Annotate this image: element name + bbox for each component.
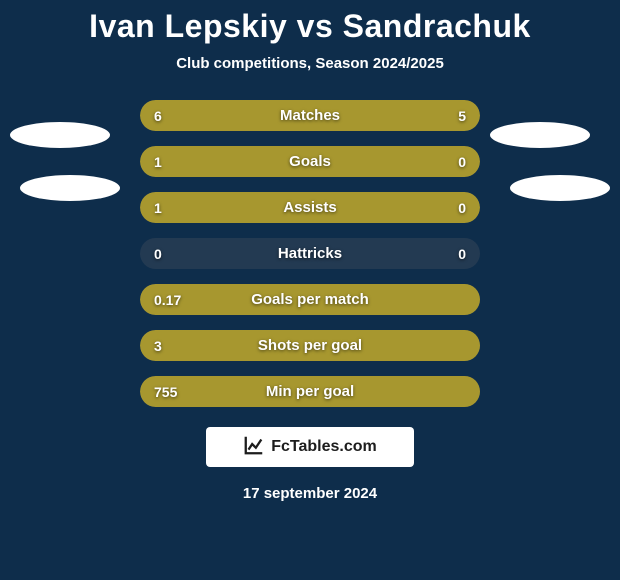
stat-fill-right: [412, 146, 480, 177]
stat-fill-left: [140, 330, 480, 361]
stat-value-right: 5: [458, 108, 466, 124]
stat-value-right: 0: [458, 200, 466, 216]
stat-value-right: 0: [458, 154, 466, 170]
stat-row: 1 Goals 0: [140, 146, 480, 177]
stat-value-left: 1: [154, 154, 162, 170]
stat-value-left: 0.17: [154, 292, 181, 308]
watermark-badge: FcTables.com: [206, 427, 414, 467]
chart-icon: [243, 434, 265, 461]
stat-fill-left: [140, 284, 480, 315]
stat-fill-left: [140, 376, 480, 407]
subtitle: Club competitions, Season 2024/2025: [176, 55, 444, 72]
stat-fill-left: [140, 146, 412, 177]
stat-row: 755 Min per goal: [140, 376, 480, 407]
stat-row: 6 Matches 5: [140, 100, 480, 131]
stat-fill-right: [325, 100, 480, 131]
stat-value-left: 0: [154, 246, 162, 262]
stat-value-left: 755: [154, 384, 177, 400]
stat-bars: 6 Matches 5 1 Goals 0 1 Assists 0 0 Hatt…: [0, 100, 620, 407]
stat-value-left: 6: [154, 108, 162, 124]
comparison-card: Ivan Lepskiy vs Sandrachuk Club competit…: [0, 0, 620, 580]
stat-value-right: 0: [458, 246, 466, 262]
stat-value-left: 3: [154, 338, 162, 354]
stat-value-left: 1: [154, 200, 162, 216]
page-title: Ivan Lepskiy vs Sandrachuk: [89, 8, 531, 45]
stat-row: 3 Shots per goal: [140, 330, 480, 361]
stat-row: 1 Assists 0: [140, 192, 480, 223]
stat-fill-left: [140, 192, 412, 223]
stat-fill-left: [140, 100, 325, 131]
stat-fill-right: [412, 192, 480, 223]
watermark-text: FcTables.com: [271, 438, 377, 456]
stat-row: 0 Hattricks 0: [140, 238, 480, 269]
stat-row: 0.17 Goals per match: [140, 284, 480, 315]
date-text: 17 september 2024: [243, 485, 377, 502]
stat-label: Hattricks: [140, 245, 480, 262]
